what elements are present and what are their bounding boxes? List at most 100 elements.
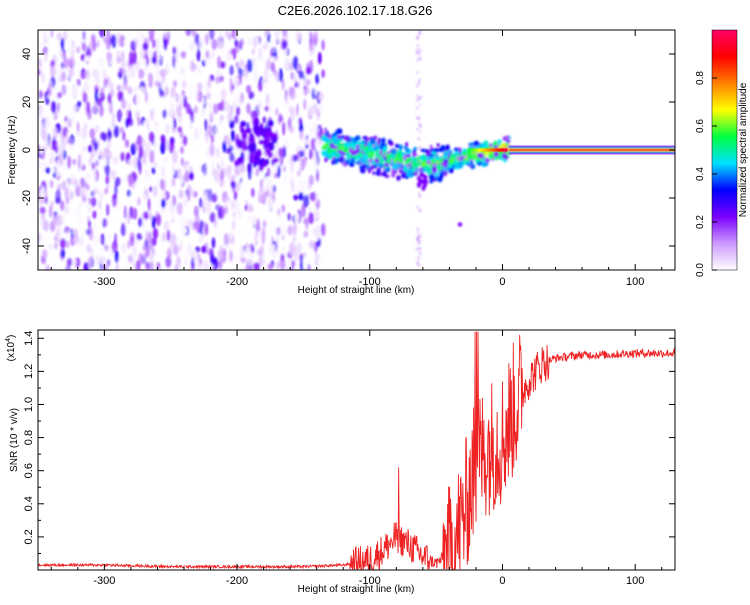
heatmap-cell	[66, 67, 70, 77]
heatmap-cell	[305, 149, 309, 157]
heatmap-cell	[139, 47, 144, 60]
heatmap-cell	[278, 113, 282, 120]
heatmap-cell	[62, 51, 67, 61]
heatmap-cell	[94, 149, 97, 158]
heatmap-cell	[362, 154, 369, 161]
heatmap-cell	[100, 255, 106, 266]
heatmap-cell	[194, 127, 199, 140]
heatmap-cell	[308, 148, 313, 160]
heatmap-cell	[205, 130, 209, 144]
heatmap-cell	[237, 158, 244, 165]
heatmap-cell	[94, 70, 98, 79]
heatmap-cell	[246, 215, 253, 223]
heatmap-cell	[106, 38, 111, 50]
heatmap-cell	[99, 157, 104, 168]
snr-y-axis: 0.2 0.4 0.6 0.8 1.0 1.2 1.4	[23, 331, 675, 554]
heatmap-cell	[98, 199, 102, 210]
heatmap-cell	[313, 162, 319, 173]
heatmap-cell	[118, 38, 121, 46]
heatmap-cell	[229, 80, 234, 94]
y-tick-label: 0.2	[23, 529, 35, 544]
heatmap-cell	[462, 151, 467, 156]
heatmap-cell	[142, 120, 146, 130]
heatmap-cell	[213, 169, 220, 183]
heatmap-cell	[140, 86, 146, 94]
heatmap-cell	[169, 214, 174, 221]
heatmap-cell	[70, 48, 75, 60]
heatmap-cell	[171, 177, 176, 187]
y-tick-label: -40	[21, 238, 33, 254]
heatmap-cell	[416, 205, 419, 209]
heatmap-cell	[90, 190, 95, 197]
heatmap-cell	[160, 43, 164, 55]
heatmap-cell	[435, 155, 440, 161]
heatmap-cell	[193, 105, 198, 114]
heatmap-cell	[81, 125, 88, 140]
heatmap-cell	[314, 241, 318, 254]
heatmap-cell	[137, 117, 141, 127]
heatmap-cell	[82, 186, 88, 197]
heatmap-cell	[264, 30, 269, 39]
heatmap-cell	[98, 246, 104, 253]
heatmap-cell	[177, 116, 183, 124]
heatmap-cell	[298, 191, 304, 201]
heatmap-cell	[277, 90, 284, 101]
heatmap-cell	[133, 85, 139, 95]
heatmap-cell	[209, 143, 215, 157]
heatmap-cell	[294, 250, 300, 263]
heatmap-cell	[421, 168, 427, 173]
heatmap-cell	[161, 206, 166, 213]
heatmap-cell	[275, 107, 279, 116]
heatmap-cell	[391, 168, 395, 175]
heatmap-cell	[196, 48, 201, 62]
heatmap-cell	[99, 104, 104, 117]
heatmap-cell	[152, 39, 156, 49]
heatmap-cell	[82, 145, 87, 153]
heatmap-cell	[168, 140, 175, 154]
heatmap-cell	[191, 256, 195, 270]
heatmap-cell	[39, 197, 43, 208]
heatmap-cell	[78, 209, 84, 219]
heatmap-cell	[269, 119, 275, 127]
heatmap-cell	[241, 181, 244, 188]
heatmap-cell	[331, 150, 336, 157]
heatmap-cell	[296, 103, 299, 117]
heatmap-cell	[230, 129, 235, 142]
heatmap-cell	[181, 80, 187, 89]
heatmap-cell	[74, 183, 81, 197]
heatmap-cell	[484, 158, 490, 163]
heatmap-cell	[323, 127, 328, 133]
heatmap-cell	[166, 229, 170, 242]
heatmap-cell	[172, 55, 176, 69]
heatmap-cell	[64, 186, 69, 198]
heatmap-cell	[416, 83, 418, 87]
heatmap-cell	[54, 181, 59, 190]
heatmap-cell	[420, 172, 425, 178]
heatmap-cell	[131, 246, 138, 257]
heatmap-cell	[436, 160, 440, 164]
heatmap-cell	[219, 169, 225, 181]
heatmap-cell	[304, 138, 310, 145]
heatmap-cell	[150, 261, 154, 270]
heatmap-cell	[211, 237, 216, 249]
heatmap-cell	[209, 30, 215, 40]
heatmap-cell	[154, 124, 159, 134]
heatmap-cell	[95, 254, 101, 266]
heatmap-cell	[176, 221, 181, 229]
heatmap-cell	[38, 232, 41, 244]
heatmap-cell	[217, 102, 224, 111]
heatmap-cell	[329, 142, 334, 148]
heatmap-cell	[185, 30, 192, 37]
heatmap-cell	[170, 86, 177, 98]
heatmap-cell	[113, 125, 119, 138]
heatmap-cell	[429, 144, 433, 150]
heatmap-cell	[155, 176, 160, 188]
heatmap-cell	[275, 234, 280, 248]
heatmap-cell	[218, 30, 223, 39]
heatmap-cell	[274, 30, 280, 39]
heatmap-cell	[297, 78, 302, 91]
heatmap-cell	[217, 249, 223, 262]
heatmap-cell	[50, 30, 54, 38]
heatmap-cell	[143, 193, 148, 202]
heatmap-cell	[73, 245, 78, 258]
